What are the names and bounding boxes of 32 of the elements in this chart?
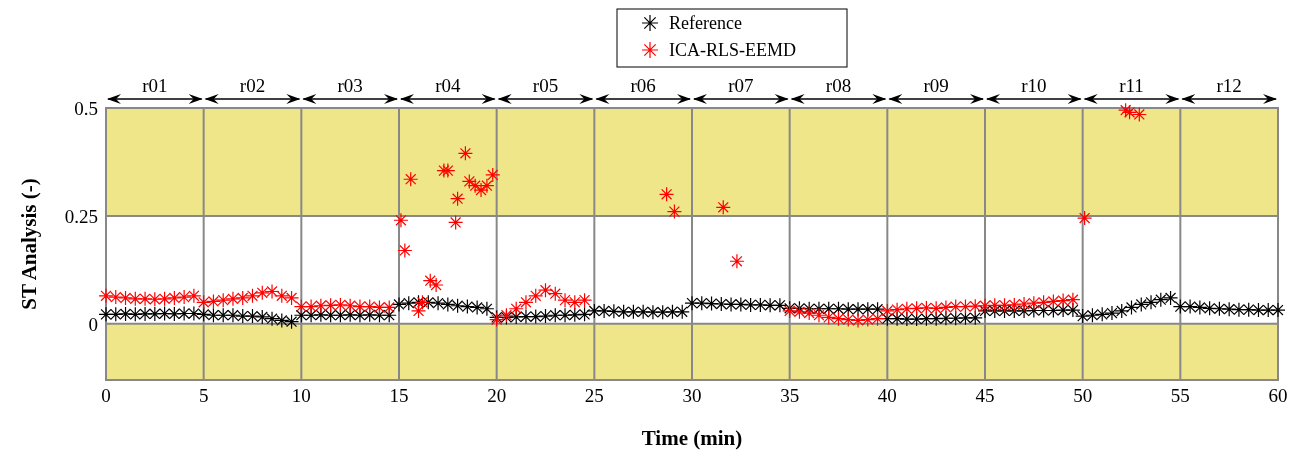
y-tick-label: 0.5 xyxy=(74,97,98,119)
x-tick-label: 5 xyxy=(198,385,209,406)
x-tick-label: 20 xyxy=(487,385,507,406)
text: r10 xyxy=(1021,75,1047,96)
x-tick-label: 60 xyxy=(1268,385,1288,406)
x-tick-label: 45 xyxy=(975,385,995,406)
text: r09 xyxy=(923,75,949,96)
text: r04 xyxy=(435,75,461,96)
text: r07 xyxy=(728,75,754,96)
x-tick-label: 15 xyxy=(389,385,409,406)
legend-label: Reference xyxy=(669,13,742,34)
y-tick-label: 0.25 xyxy=(64,205,98,227)
x-tick-label: 40 xyxy=(877,385,897,406)
text: r05 xyxy=(532,75,559,96)
text: r03 xyxy=(337,75,363,96)
x-tick-label: 50 xyxy=(1073,385,1093,406)
x-tick-label: 10 xyxy=(291,385,311,406)
x-tick-label: 0 xyxy=(101,385,111,406)
y-axis-title: ST Analysis (-) xyxy=(17,178,41,310)
text: r12 xyxy=(1216,75,1242,96)
x-tick-label: 35 xyxy=(780,385,800,406)
text: r02 xyxy=(239,75,266,96)
y-tick-label: 0 xyxy=(88,313,98,335)
x-axis-title: Time (min) xyxy=(641,426,743,450)
x-tick-label: 25 xyxy=(584,385,604,406)
text: r06 xyxy=(630,75,656,96)
x-tick-label: 30 xyxy=(682,385,702,406)
text: r01 xyxy=(142,75,168,96)
text: r08 xyxy=(825,75,852,96)
text: r11 xyxy=(1119,75,1144,96)
x-tick-label: 55 xyxy=(1170,385,1190,406)
legend-label: ICA-RLS-EEMD xyxy=(669,40,796,61)
